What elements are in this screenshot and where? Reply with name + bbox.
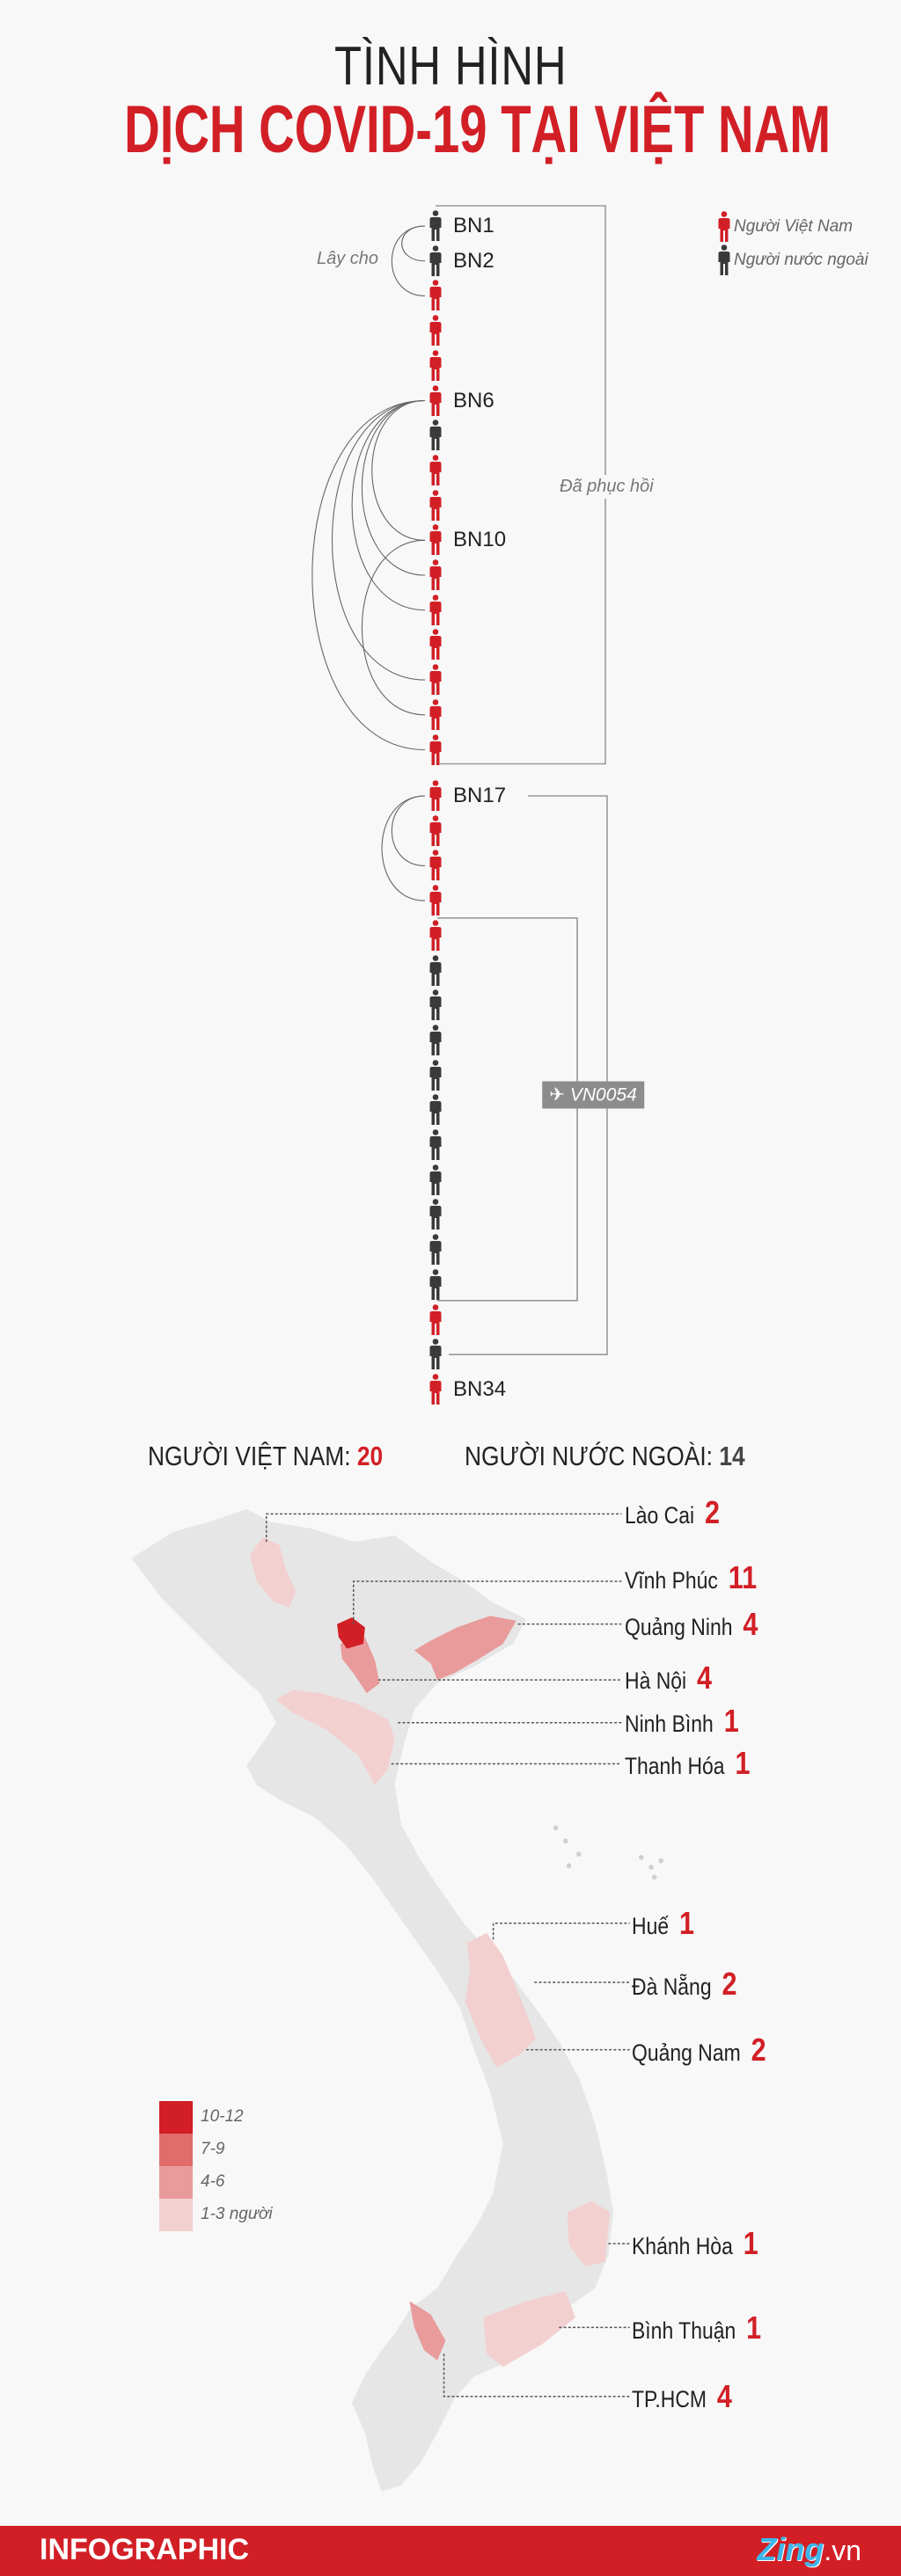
province-label: Hà Nội 4 [625, 1660, 728, 1697]
province-label: Vĩnh Phúc 11 [625, 1559, 780, 1596]
province-name: Huế [632, 1913, 670, 1939]
transmission-arc [311, 399, 426, 751]
transmission-chain [311, 205, 608, 1355]
islands [553, 1825, 663, 1880]
recovered-label: Đã phục hồi [560, 475, 654, 499]
province-count: 1 [746, 2310, 762, 2346]
province-label: Đà Nẵng 2 [632, 1966, 756, 2003]
summary-foreign: NGƯỜI NƯỚC NGOÀI: 14 [465, 1441, 795, 1472]
province-name: Thanh Hóa [625, 1753, 725, 1779]
transmission-arc [381, 795, 426, 901]
province-vinh-phuc [337, 1617, 365, 1649]
province-name: Quảng Nam [632, 2040, 741, 2066]
province-count: 1 [723, 1703, 739, 1739]
patient-label: BN6 [453, 388, 494, 412]
province-label: TP.HCM 4 [632, 2378, 750, 2415]
flight-number: VN0054 [569, 1084, 637, 1106]
legend-swatch [159, 2134, 193, 2166]
province-count: 2 [705, 1494, 721, 1530]
transmit-label: Lây cho [317, 249, 379, 268]
province-count: 4 [697, 1660, 713, 1696]
province-label: Thanh Hóa 1 [625, 1745, 773, 1782]
patient-column: BN1 BN2 BN6 BN10 BN17 BN34 [0, 0, 507, 1451]
province-count: 11 [728, 1559, 758, 1595]
province-ninh-binh-thanh-hoa [275, 1689, 395, 1785]
province-count: 4 [743, 1606, 758, 1642]
summary-vietnamese-label: NGƯỜI VIỆT NAM: [148, 1441, 351, 1471]
title-line-1: TÌNH HÌNH [333, 36, 568, 97]
patient-label: BN1 [453, 214, 494, 237]
province-label: Huế 1 [632, 1905, 706, 1942]
transmission-arc [351, 399, 426, 611]
province-count: 4 [716, 2378, 732, 2414]
province-count: 1 [743, 2225, 758, 2261]
province-name: Lào Cai [625, 1502, 695, 1529]
legend-swatch [159, 2101, 193, 2134]
province-label: Ninh Bình 1 [625, 1703, 759, 1740]
province-count: 1 [679, 1905, 695, 1941]
title-line-2: DỊCH COVID-19 TẠI VIỆT NAM [124, 92, 831, 167]
legend-label: 1-3 người [201, 2205, 273, 2223]
province-binh-thuan [483, 2291, 576, 2368]
province-name: TP.HCM [632, 2386, 707, 2412]
legend-swatch [159, 2166, 193, 2199]
patient-label: BN17 [453, 784, 507, 807]
province-count: 2 [751, 2032, 766, 2068]
transmission-arc [371, 399, 426, 541]
legend-label: 10-12 [201, 2107, 244, 2126]
footer-infographic-label: INFOGRAPHIC [40, 2533, 249, 2566]
footer-bar: INFOGRAPHIC Zing.vn [0, 2526, 901, 2576]
patient-label: BN10 [453, 528, 507, 552]
transmission-arc [391, 225, 426, 296]
province-label: Quảng Nam 2 [632, 2032, 790, 2069]
legend-foreign-label: Người nước ngoài [734, 251, 868, 269]
province-hue-da-nang-quang-nam [465, 1932, 537, 2069]
transmission-arc [361, 539, 426, 716]
patient-label: BN2 [453, 248, 494, 273]
province-name: Hà Nội [625, 1667, 687, 1694]
leader-lines [265, 1513, 630, 2397]
province-count: 1 [735, 1745, 751, 1781]
province-tp-hcm [409, 2301, 446, 2361]
province-name: Ninh Bình [625, 1711, 714, 1737]
province-label: Quảng Ninh 4 [625, 1606, 781, 1643]
province-label: Lào Cai 2 [625, 1494, 736, 1531]
province-name: Đà Nẵng [632, 1974, 712, 2000]
province-khanh-hoa [567, 2200, 611, 2267]
airplane-icon: ✈ [549, 1084, 565, 1106]
group-bracket [449, 795, 608, 1355]
province-name: Bình Thuận [632, 2317, 736, 2344]
transmission-arc [332, 399, 426, 681]
province-name: Khánh Hòa [632, 2233, 733, 2259]
vietnam-outline [131, 1508, 613, 2492]
transmission-arc [391, 795, 426, 866]
zing-logo[interactable]: Zing.vn [757, 2531, 861, 2567]
legend-label: 4-6 [201, 2172, 225, 2191]
legend-swatch [159, 2199, 193, 2231]
province-count: 2 [722, 1966, 737, 2002]
transmission-arc [361, 399, 426, 576]
summary-vietnamese-count: 20 [356, 1441, 384, 1471]
legend-label: 7-9 [201, 2140, 225, 2158]
province-name: Quảng Ninh [625, 1614, 733, 1640]
flight-badge: ✈ VN0054 [542, 1081, 644, 1109]
province-lao-cai [250, 1536, 297, 1608]
province-ha-noi [340, 1637, 380, 1694]
province-label: Khánh Hòa 1 [632, 2225, 780, 2262]
province-quang-ninh [414, 1616, 516, 1681]
province-name: Vĩnh Phúc [625, 1567, 718, 1594]
province-label: Bình Thuận 1 [632, 2310, 784, 2346]
summary-foreign-label: NGƯỜI NƯỚC NGOÀI: [465, 1441, 713, 1471]
flight-bracket [437, 917, 578, 1302]
patient-label: BN34 [453, 1376, 507, 1401]
summary-foreign-count: 14 [719, 1441, 745, 1471]
legend-vietnamese-label: Người Việt Nam [734, 217, 853, 236]
summary-vietnamese: NGƯỜI VIỆT NAM: 20 [148, 1441, 424, 1472]
